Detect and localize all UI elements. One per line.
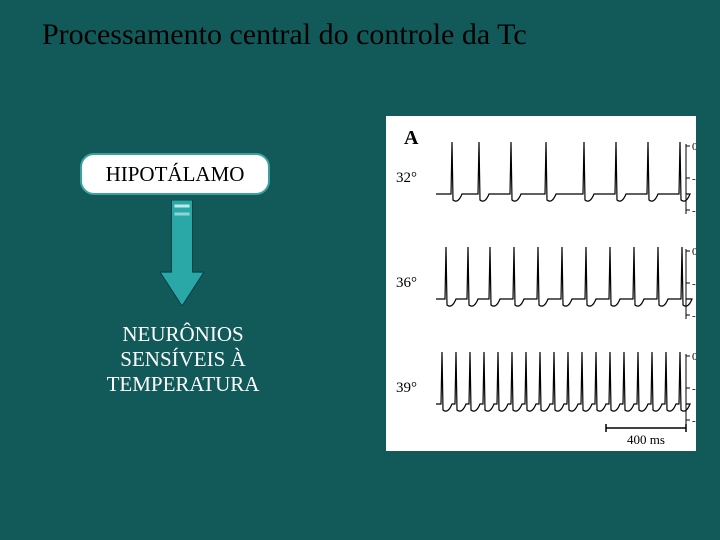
neuron-line3: TEMPERATURA (107, 372, 260, 397)
neuron-line1: NEURÔNIOS (122, 322, 243, 347)
neuron-line2: SENSÍVEIS À (120, 347, 245, 372)
slide-root: Processamento central do controle da Tc … (0, 0, 720, 540)
svg-text:400 ms: 400 ms (627, 432, 665, 447)
neuron-trace-chart: A 32° 0 -40 -80 36° 0 -40 -80 39° 0 -40 -80 400 ms (386, 116, 696, 451)
svg-text:A: A (404, 127, 419, 149)
down-arrow-icon (160, 200, 204, 306)
svg-text:-80: -80 (692, 415, 696, 427)
page-title: Processamento central do controle da Tc (42, 18, 527, 52)
hipotalamo-label: HIPOTÁLAMO (106, 162, 245, 187)
svg-text:36°: 36° (396, 275, 417, 291)
svg-text:-80: -80 (692, 205, 696, 217)
svg-text:-40: -40 (692, 173, 696, 185)
hipotalamo-box: HIPOTÁLAMO (80, 153, 270, 195)
svg-text:39°: 39° (396, 380, 417, 396)
svg-text:0: 0 (692, 351, 696, 363)
svg-text:0: 0 (692, 141, 696, 153)
svg-text:0: 0 (692, 246, 696, 258)
svg-text:32°: 32° (396, 170, 417, 186)
svg-text:-40: -40 (692, 278, 696, 290)
neuron-text-block: NEURÔNIOS SENSÍVEIS À TEMPERATURA (78, 322, 288, 398)
svg-text:-40: -40 (692, 383, 696, 395)
svg-text:-80: -80 (692, 310, 696, 322)
